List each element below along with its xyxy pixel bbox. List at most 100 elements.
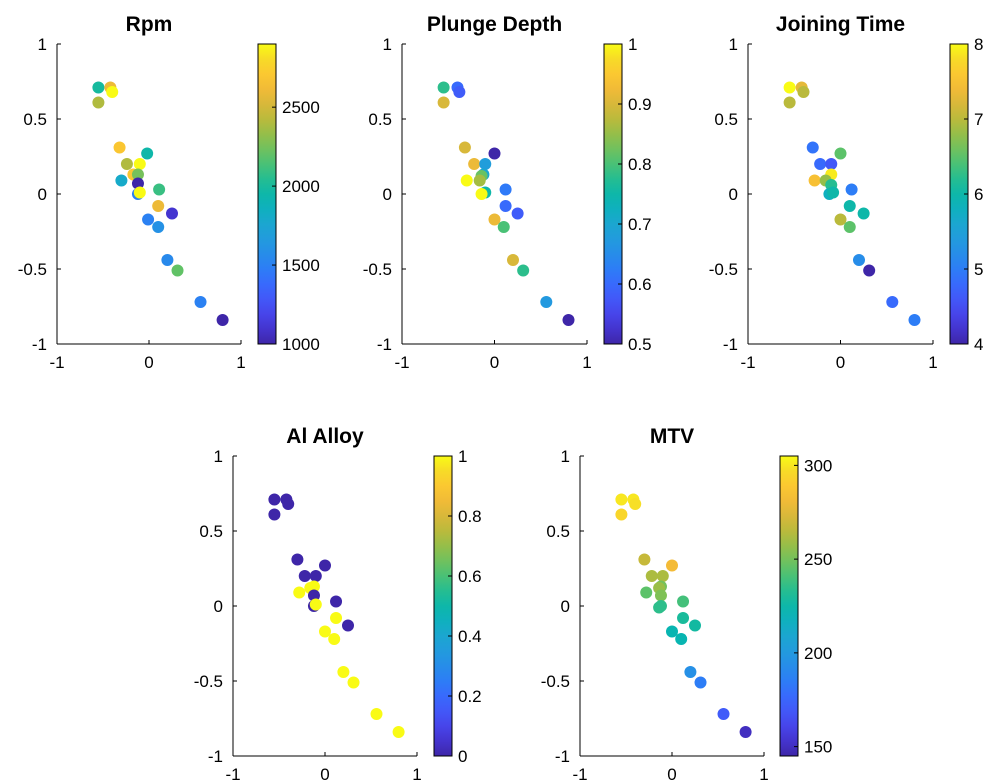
data-point — [131, 168, 144, 181]
x-tick-label: 1 — [759, 765, 768, 784]
data-point — [106, 86, 119, 98]
colorbar-tick-label: 0.6 — [628, 275, 652, 294]
data-point — [645, 570, 658, 582]
y-tick-label: -1 — [208, 747, 223, 766]
subplot-title: Rpm — [126, 13, 173, 36]
data-point — [460, 174, 473, 187]
data-point — [453, 86, 466, 98]
colorbar — [258, 44, 276, 344]
y-tick-label: 1 — [38, 35, 47, 54]
subplot-title: Plunge Depth — [427, 13, 562, 36]
data-point — [309, 598, 322, 611]
data-point — [268, 493, 281, 506]
data-point — [309, 570, 322, 582]
data-point — [330, 612, 343, 624]
colorbar-tick-label: 0.2 — [458, 687, 482, 706]
y-tick-label: 0 — [214, 597, 223, 616]
data-point — [319, 625, 331, 638]
data-point — [282, 498, 295, 510]
data-point — [677, 595, 690, 608]
x-tick-label: 1 — [582, 353, 591, 372]
data-point — [638, 553, 651, 566]
subplot-3: Joining Time -1 0 1 -1 -0.5 0 0.5 1 8 7 6 5 4 — [709, 13, 984, 372]
data-point — [654, 589, 667, 602]
y-tick-label: 1 — [561, 447, 570, 466]
x-tick-label: 1 — [412, 765, 421, 784]
colorbar-tick-label: 250 — [804, 550, 832, 569]
data-point — [827, 186, 840, 199]
data-point — [653, 601, 666, 614]
colorbar — [950, 44, 968, 344]
data-point — [540, 296, 553, 308]
colorbar-frame — [257, 43, 277, 345]
subplot-title: MTV — [650, 425, 694, 448]
y-tick-label: -0.5 — [709, 260, 738, 279]
data-point — [499, 200, 512, 212]
y-tick-label: -1 — [32, 335, 47, 354]
data-point — [216, 314, 229, 326]
colorbar-frame — [433, 455, 453, 757]
colorbar-tick-label: 0.9 — [628, 95, 652, 114]
colorbar — [780, 456, 798, 756]
data-point — [666, 559, 678, 572]
y-tick-label: -0.5 — [18, 260, 47, 279]
colorbar-tick-label: 0.6 — [458, 567, 482, 586]
colorbar-tick-label: 6 — [974, 185, 983, 204]
colorbar-frame — [779, 455, 799, 757]
data-point — [133, 186, 146, 199]
colorbar-tick-label: 0.8 — [458, 507, 482, 526]
data-point — [908, 314, 921, 326]
colorbar-tick-label: 1 — [458, 447, 467, 466]
data-point — [298, 570, 311, 582]
data-point — [166, 207, 178, 220]
colorbar-tick-label: 1 — [628, 35, 637, 54]
data-point — [853, 254, 865, 266]
data-point — [171, 264, 184, 277]
data-point — [615, 493, 628, 506]
data-point — [115, 174, 128, 187]
data-point — [307, 589, 320, 602]
x-tick-label: -1 — [225, 765, 240, 784]
data-point — [675, 633, 688, 645]
x-tick-label: -1 — [394, 353, 409, 372]
data-point — [468, 158, 481, 170]
data-point — [825, 158, 838, 170]
data-point — [161, 254, 174, 266]
x-tick-label: 0 — [320, 765, 329, 784]
y-tick-label: -1 — [555, 747, 570, 766]
data-point — [797, 86, 810, 98]
y-tick-label: -1 — [377, 335, 392, 354]
x-tick-label: 0 — [490, 353, 499, 372]
data-point — [783, 96, 796, 109]
data-point — [739, 726, 752, 738]
data-point — [152, 200, 165, 212]
data-point — [806, 141, 819, 154]
data-point — [113, 141, 126, 154]
y-tick-label: 0.5 — [23, 110, 47, 129]
y-tick-label: 0.5 — [714, 110, 738, 129]
data-point — [689, 619, 701, 632]
data-point — [677, 612, 690, 624]
y-tick-label: 0.5 — [368, 110, 392, 129]
data-point — [142, 213, 155, 226]
x-tick-label: -1 — [49, 353, 64, 372]
data-point — [92, 96, 105, 109]
colorbar — [434, 456, 452, 756]
data-point — [370, 708, 383, 720]
data-point — [511, 207, 524, 220]
subplot-4: Al Alloy -1 0 1 -1 -0.5 0 0.5 1 0 0.2 0.4 0.6 0.8 1 — [194, 425, 482, 784]
data-point — [717, 708, 730, 720]
data-point — [857, 207, 870, 220]
colorbar-tick-label: 0.8 — [628, 155, 652, 174]
data-point — [507, 254, 519, 266]
colorbar-tick-label: 2000 — [282, 177, 320, 196]
data-point — [131, 177, 144, 190]
data-point — [694, 676, 707, 689]
data-point — [886, 296, 899, 308]
data-point — [808, 174, 821, 187]
data-point — [342, 619, 354, 632]
data-point — [834, 147, 847, 160]
colorbar-tick-label: 0.7 — [628, 215, 652, 234]
x-tick-label: 1 — [236, 353, 245, 372]
y-tick-label: 0.5 — [199, 522, 223, 541]
